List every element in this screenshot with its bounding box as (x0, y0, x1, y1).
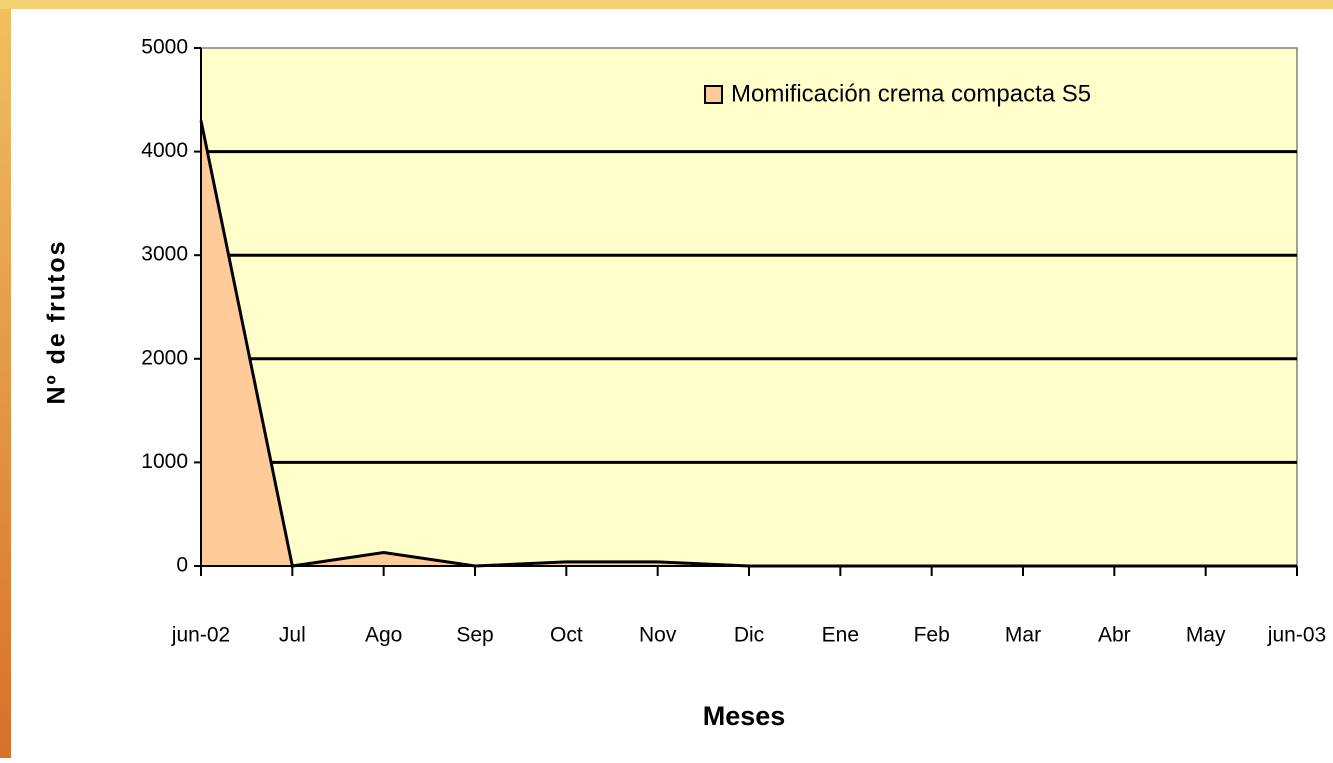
x-tick-label: Nov (639, 624, 677, 647)
legend-swatch (704, 85, 723, 104)
x-tick-label: Sep (456, 624, 493, 647)
y-tick-label: 5000 (141, 36, 188, 59)
y-tick-label: 4000 (141, 139, 188, 162)
x-tick-label: Oct (550, 624, 583, 647)
y-tick-label: 2000 (141, 346, 188, 369)
y-tick-label: 1000 (141, 450, 188, 473)
plot-area (200, 47, 1298, 567)
x-tick-label: Abr (1098, 624, 1131, 647)
x-tick-label: Ene (822, 624, 859, 647)
x-tick-label: May (1186, 624, 1226, 647)
frame-top (0, 0, 1333, 9)
x-tick-label: Jul (279, 624, 306, 647)
x-tick-label: jun-02 (171, 624, 230, 647)
legend-label: Momificación crema compacta S5 (731, 80, 1091, 107)
x-tick-label: Mar (1005, 624, 1041, 647)
x-tick-label: Dic (734, 624, 764, 647)
y-tick-label: 3000 (141, 243, 188, 266)
x-tick-label: Ago (365, 624, 402, 647)
x-tick-label: Feb (914, 624, 950, 647)
x-tick-label: jun-03 (1267, 624, 1326, 647)
y-tick-label: 0 (176, 554, 188, 577)
x-axis-label: Meses (703, 701, 786, 731)
y-axis-label: Nº de frutos (43, 239, 71, 404)
